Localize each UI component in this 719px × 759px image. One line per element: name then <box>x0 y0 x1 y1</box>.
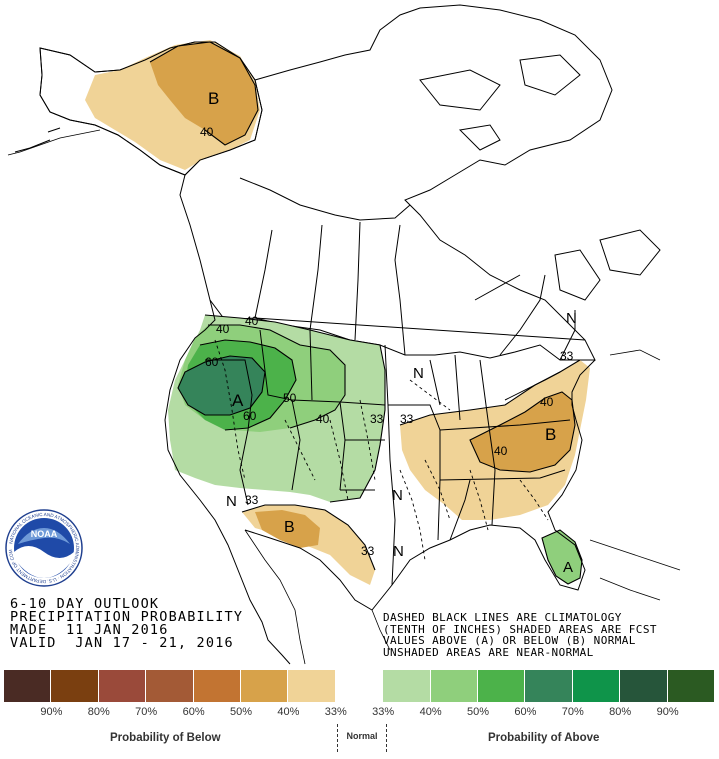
note-line4: UNSHADED AREAS ARE NEAR-NORMAL <box>383 645 594 659</box>
west-40-label-c: 40 <box>316 412 330 426</box>
legend-swatch <box>335 670 384 702</box>
header-line2: PRECIPITATION PROBABILITY <box>10 609 244 625</box>
legend-tick-label: 90% <box>656 706 679 718</box>
legend-swatch <box>430 670 479 702</box>
note-line3: VALUES ABOVE (A) OR BELOW (B) NORMAL <box>383 634 636 647</box>
alaska-below-40 <box>150 42 258 145</box>
sw-n-label: N <box>226 493 237 510</box>
tx-n-label-2: N <box>393 543 404 560</box>
legend-swatch <box>478 670 526 702</box>
east-below-40 <box>470 392 575 472</box>
sw-below-40 <box>255 510 320 548</box>
canada-outline <box>179 4 661 361</box>
plains-33-label-b: 33 <box>400 412 414 426</box>
legend-swatch <box>51 670 99 702</box>
sw-33-label: 33 <box>245 493 259 507</box>
legend-swatch <box>620 670 668 702</box>
legend-swatch <box>383 670 431 702</box>
west-40-label-a: 40 <box>245 314 259 328</box>
legend-swatch <box>572 670 621 702</box>
header-line1: 6-10 DAY OUTLOOK <box>10 596 160 612</box>
west-60-label-a: 60 <box>205 355 219 369</box>
below-caption: Probability of Below <box>110 732 221 744</box>
legend-swatch <box>288 670 336 702</box>
climatology-lines <box>214 339 549 561</box>
legend-tick-label: 70% <box>561 706 584 718</box>
legend-swatch <box>241 670 289 702</box>
west-60-label-b: 60 <box>243 409 257 423</box>
west-a-label: A <box>232 391 244 410</box>
legend-tick-label: 60% <box>182 706 205 718</box>
outlook-header: 6-10 DAY OUTLOOK PRECIPITATION PROBABILI… <box>10 596 244 651</box>
tx-n-label-1: N <box>392 487 403 504</box>
east-b-label: B <box>545 425 556 444</box>
above-caption: Probability of Above <box>488 732 600 744</box>
fl-a-label: A <box>563 559 573 576</box>
fl-above-40 <box>542 530 582 584</box>
note-line2: (TENTH OF INCHES) SHADED AREAS ARE FCST <box>383 622 657 636</box>
legend-notes: DASHED BLACK LINES ARE CLIMATOLOGY (TENT… <box>383 612 657 658</box>
note-line1: DASHED BLACK LINES ARE CLIMATOLOGY <box>383 611 622 624</box>
east-40-label-b: 40 <box>494 444 508 458</box>
legend-tick-label: 40% <box>277 706 300 718</box>
legend-swatch <box>98 670 147 702</box>
header-valid: VALID JAN 17 - 21, 2016 <box>10 635 234 651</box>
legend-swatch <box>146 670 194 702</box>
legend-tick-label: 90% <box>40 706 63 718</box>
east-40-label-a: 40 <box>540 395 554 409</box>
outlook-map: B 40 A 60 60 50 40 40 40 33 33 N 33 B 33… <box>0 0 681 665</box>
legend-tick-label: 33% <box>372 706 395 718</box>
probability-contours <box>149 41 583 585</box>
sw-b-label: B <box>284 519 295 536</box>
header-made: MADE 11 JAN 2016 <box>10 622 169 638</box>
plains-33-label-a: 33 <box>370 412 384 426</box>
midwest-n-label: N <box>413 365 424 382</box>
legend-swatch <box>193 670 242 702</box>
conus-outline <box>164 299 596 665</box>
tx-33-label: 33 <box>361 544 375 558</box>
west-40-label-b: 40 <box>216 322 230 336</box>
west-above-60 <box>178 356 265 415</box>
west-50-label: 50 <box>283 391 297 405</box>
noaa-logo-text: NOAA <box>31 529 58 539</box>
ne-n-label: N <box>566 310 577 327</box>
legend-swatch <box>525 670 573 702</box>
probability-legend <box>4 670 716 702</box>
legend-swatch <box>4 670 52 702</box>
legend-tick-label: 33% <box>324 706 347 718</box>
legend-tick-label: 50% <box>229 706 253 718</box>
legend-tick-label: 50% <box>466 706 490 718</box>
legend-swatch <box>667 670 716 702</box>
normal-caption: Normal <box>337 724 387 752</box>
legend-tick-label: 40% <box>419 706 442 718</box>
legend-tick-label: 70% <box>135 706 158 718</box>
legend-tick-label: 80% <box>87 706 110 718</box>
alaska-40-label: 40 <box>200 125 214 139</box>
legend-tick-label: 60% <box>514 706 537 718</box>
alaska-b-label: B <box>208 89 219 108</box>
ne-33-label: 33 <box>560 349 574 363</box>
legend-tick-label: 80% <box>609 706 632 718</box>
